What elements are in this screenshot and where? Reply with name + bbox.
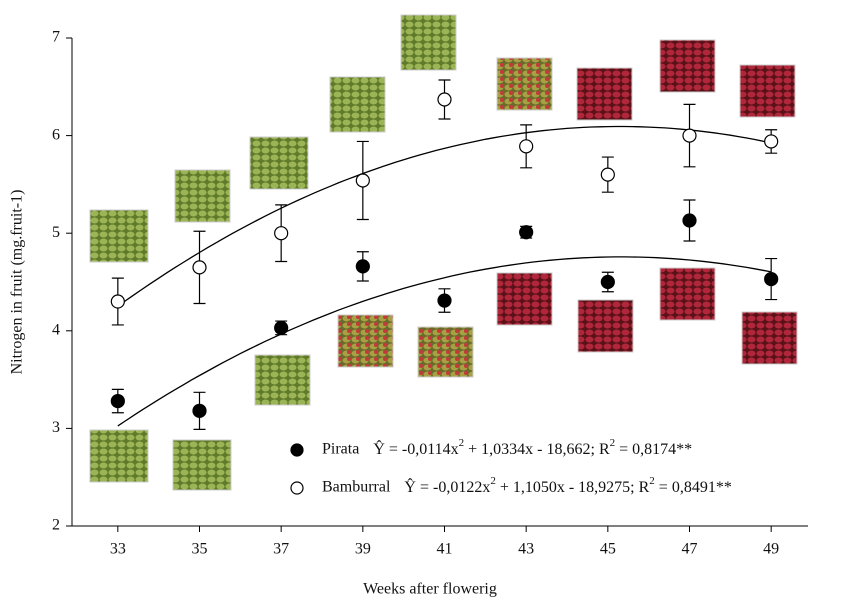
fruit-photos xyxy=(89,14,798,491)
equation-part: = 0,8491** xyxy=(655,479,732,496)
x-tick-label: 39 xyxy=(355,541,371,558)
data-point xyxy=(682,128,697,143)
y-tick-label: 3 xyxy=(52,419,60,436)
superscript: 2 xyxy=(649,475,655,487)
data-point xyxy=(519,139,534,154)
legend-marker xyxy=(290,443,304,457)
x-axis-label: Weeks after flowerig xyxy=(363,581,497,598)
x-tick-label: 45 xyxy=(600,541,616,558)
data-point xyxy=(682,213,697,228)
y-tick-label: 7 xyxy=(52,29,60,46)
x-tick-label: 49 xyxy=(763,541,779,558)
equation-part: Ŷ = -0,0122x xyxy=(404,477,490,496)
fit-curve xyxy=(117,125,772,307)
y-tick-label: 5 xyxy=(52,224,60,241)
data-point xyxy=(355,259,370,274)
x-tick-label: 35 xyxy=(192,541,208,558)
equation-part: Ŷ = -0,0114x xyxy=(373,439,458,458)
data-point xyxy=(274,226,289,241)
x-tick-label: 37 xyxy=(273,541,289,558)
legend-equation: Ŷ = -0,0122x2 + 1,1050x - 18,9275; R2 = … xyxy=(404,475,731,496)
equation-part: + 1,0334x - 18,662; R xyxy=(464,441,610,458)
x-tick-label: 41 xyxy=(437,541,453,558)
data-point xyxy=(600,274,615,290)
legend-label: Bamburral xyxy=(322,479,391,496)
y-axis-label: Nitrogen in fruit (mg.fruit-1) xyxy=(9,190,26,375)
data-point xyxy=(764,271,779,287)
data-point xyxy=(192,403,207,418)
x-tick-label: 43 xyxy=(518,541,534,558)
y-tick-label: 6 xyxy=(52,126,60,143)
data-point xyxy=(355,173,370,188)
data-point xyxy=(110,393,125,409)
equation-part: + 1,1050x - 18,9275; R xyxy=(496,479,650,496)
data-point xyxy=(519,225,534,240)
data-point xyxy=(274,320,289,335)
legend-equation: Ŷ = -0,0114x2 + 1,0334x - 18,662; R2 = 0… xyxy=(373,437,692,458)
data-point xyxy=(437,92,452,107)
data-point xyxy=(437,293,452,308)
superscript: 2 xyxy=(459,437,465,449)
data-point xyxy=(764,134,779,149)
data-point xyxy=(600,167,615,182)
data-point xyxy=(192,260,207,275)
superscript: 2 xyxy=(490,475,496,487)
legend-label: Pirata xyxy=(322,441,359,458)
fit-curve xyxy=(117,256,772,427)
superscript: 2 xyxy=(610,437,616,449)
y-tick-label: 2 xyxy=(52,517,60,534)
y-tick-label: 4 xyxy=(52,321,60,338)
legend-marker xyxy=(290,481,304,495)
data-point xyxy=(110,294,125,309)
x-tick-label: 47 xyxy=(682,541,698,558)
x-tick-label: 33 xyxy=(110,541,126,558)
equation-part: = 0,8174** xyxy=(615,441,692,458)
